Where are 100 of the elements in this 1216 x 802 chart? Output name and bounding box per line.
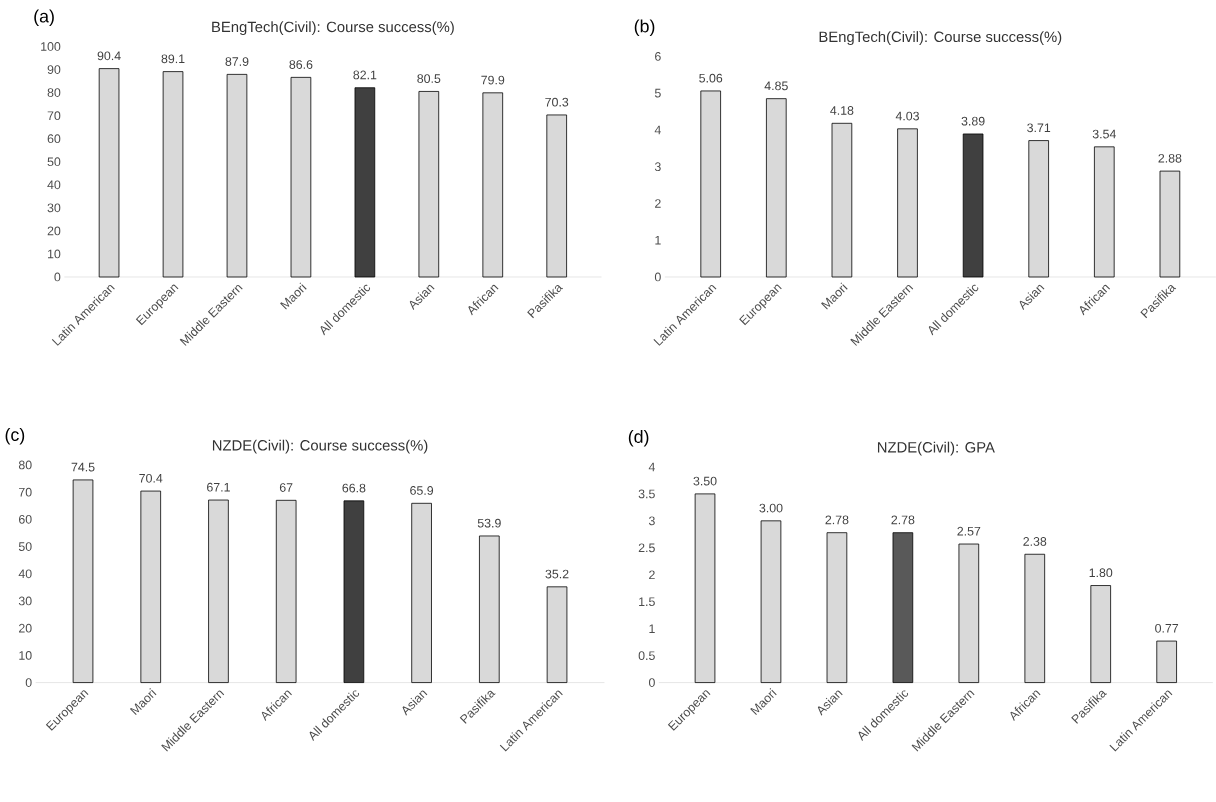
data-label: 35.2 (545, 569, 569, 579)
data-label: 5.06 (699, 73, 723, 83)
y-tick-label: 10 (19, 650, 32, 660)
text: (b) (634, 19, 655, 36)
y-tick-label: 2 (649, 570, 655, 579)
y-tick-label: 80 (47, 88, 61, 97)
y-tick-label: 6 (655, 51, 661, 61)
bar (760, 520, 782, 683)
data-label: 66.8 (342, 483, 366, 493)
bar (290, 76, 312, 278)
y-tick-label: 0 (648, 678, 655, 687)
bar (162, 71, 184, 278)
bar (1024, 553, 1046, 683)
y-tick-label: 2.5 (638, 543, 655, 553)
data-label: 86.6 (289, 60, 313, 69)
bar (140, 490, 162, 683)
data-label: 3.50 (693, 476, 717, 486)
text: (a) (34, 9, 54, 26)
y-tick-label: 100 (41, 41, 61, 51)
y-tick-label: 4 (654, 125, 661, 135)
y-tick-label: 50 (18, 542, 32, 551)
data-label: 67.1 (207, 482, 230, 492)
bar (897, 128, 918, 278)
bar (354, 87, 376, 278)
data-label: 2.78 (891, 515, 915, 525)
y-tick-label: 4 (648, 462, 655, 472)
bar (482, 92, 504, 278)
y-tick-label: 90 (47, 65, 61, 74)
y-tick-label: 3 (654, 162, 661, 171)
y-tick-label: 70 (19, 487, 32, 497)
bar (343, 500, 365, 683)
y-tick-label: 1 (649, 624, 655, 633)
y-tick-label: 20 (19, 623, 32, 633)
data-label: 89.1 (161, 54, 185, 64)
y-tick-label: 60 (19, 514, 32, 524)
y-tick-label: 0.5 (638, 651, 655, 660)
data-label: 2.57 (957, 526, 981, 536)
data-label: 2.78 (825, 515, 849, 525)
bar (1028, 140, 1049, 278)
bar (546, 586, 568, 683)
y-tick-label: 0 (654, 272, 661, 282)
data-label: 4.18 (830, 105, 854, 115)
bar (418, 90, 440, 278)
bar (962, 133, 984, 278)
data-label: 70.4 (139, 473, 163, 483)
bar (546, 114, 568, 278)
text: (d) (628, 429, 649, 447)
bar (479, 535, 500, 683)
y-tick-label: 1.5 (639, 597, 655, 606)
y-tick-label: 30 (47, 203, 61, 213)
y-tick-label: 1 (655, 235, 661, 245)
chart-title: NZDE(Civil): GPA (877, 441, 995, 456)
data-label: 3.89 (961, 116, 985, 126)
y-tick-label: 60 (47, 134, 61, 143)
data-label: 2.38 (1023, 536, 1047, 546)
y-tick-label: 0 (25, 678, 32, 687)
y-tick-label: 30 (18, 596, 32, 606)
data-label: 1.80 (1089, 568, 1113, 577)
bar (700, 90, 721, 278)
bar (892, 532, 914, 683)
y-tick-label: 5 (654, 88, 661, 98)
y-tick-label: 50 (47, 157, 61, 166)
y-tick-label: 80 (18, 460, 32, 470)
chart-title: BEngTech(Civil): Course success(%) (212, 21, 454, 35)
bar (275, 499, 297, 683)
bar (766, 98, 787, 278)
bar (694, 493, 716, 683)
y-tick-label: 10 (48, 249, 61, 259)
data-label: 4.03 (895, 111, 919, 121)
data-label: 65.9 (410, 485, 434, 495)
y-tick-label: 20 (47, 226, 61, 236)
data-label: 67 (279, 482, 293, 492)
y-tick-label: 2 (655, 199, 661, 208)
data-label: 80.5 (417, 74, 441, 83)
y-tick-label: 70 (47, 111, 61, 120)
bar (831, 122, 853, 278)
y-tick-label: 40 (18, 569, 32, 579)
data-label: 2.88 (1158, 153, 1182, 163)
bar (1090, 585, 1112, 683)
bar (411, 502, 432, 683)
y-tick-label: 3.5 (638, 489, 655, 499)
bar (1156, 640, 1177, 683)
data-label: 82.1 (353, 70, 377, 80)
bar (1094, 146, 1115, 278)
data-label: 4.85 (764, 81, 788, 91)
bar (826, 532, 848, 683)
data-label: 0.77 (1155, 623, 1179, 633)
y-tick-label: 40 (47, 180, 61, 190)
data-label: 53.9 (477, 518, 501, 528)
chart-title: NZDE(Civil): Course success(%) (212, 439, 428, 454)
y-tick-label: 0 (54, 272, 61, 282)
data-label: 3.54 (1092, 129, 1116, 139)
bar (208, 499, 229, 683)
chart-title: BEngTech(Civil): Course success(%) (819, 31, 1062, 45)
bar (958, 543, 980, 683)
data-label: 87.9 (225, 57, 249, 66)
data-label: 90.4 (97, 51, 121, 61)
bar (98, 68, 120, 278)
data-label: 79.9 (481, 75, 505, 85)
bar (1159, 170, 1181, 278)
